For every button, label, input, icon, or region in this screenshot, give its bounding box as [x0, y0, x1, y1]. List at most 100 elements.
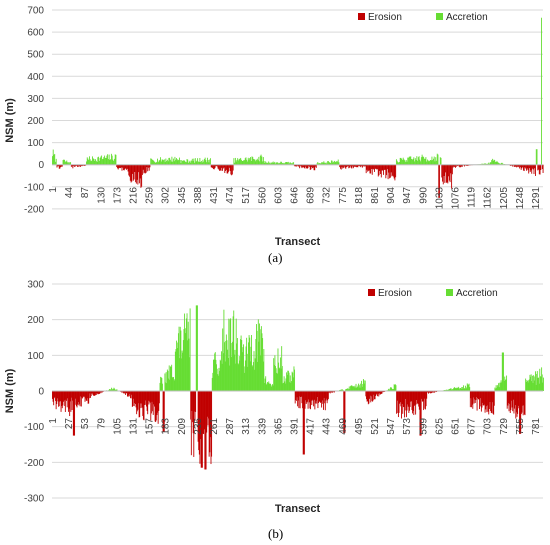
erosion-bar — [511, 391, 513, 408]
erosion-bar — [135, 164, 137, 183]
erosion-bar — [67, 391, 69, 412]
erosion-bar — [129, 164, 131, 181]
accretion-bar — [530, 376, 531, 391]
erosion-bar — [405, 391, 407, 399]
accretion-bar — [394, 384, 396, 391]
accretion-bar — [195, 305, 197, 391]
accretion-bar — [535, 371, 536, 391]
erosion-bar — [474, 391, 476, 400]
erosion-bar — [402, 391, 404, 414]
erosion-bar — [63, 391, 65, 401]
y-tick-label: -300 — [24, 494, 44, 505]
x-tick-label: 547 — [386, 418, 397, 435]
accretion-bar — [223, 309, 225, 391]
accretion-bar — [500, 163, 502, 165]
accretion-bar — [466, 383, 468, 391]
accretion-bar — [161, 159, 163, 165]
accretion-bar — [271, 386, 273, 391]
accretion-bar — [267, 382, 268, 391]
erosion-bar — [490, 391, 492, 413]
accretion-bar — [531, 375, 533, 391]
erosion-bar — [425, 391, 426, 410]
accretion-bar — [67, 162, 69, 165]
accretion-bar — [445, 389, 447, 391]
accretion-bar — [338, 162, 340, 165]
erosion-bar — [137, 391, 139, 410]
erosion-bar — [386, 164, 388, 170]
erosion-bar — [79, 164, 81, 167]
accretion-bar — [283, 163, 285, 165]
erosion-bar — [452, 164, 454, 168]
accretion-bar — [150, 158, 152, 165]
accretion-bar — [388, 389, 390, 391]
erosion-bar — [200, 391, 201, 440]
accretion-bar — [189, 308, 191, 391]
erosion-bar — [300, 391, 302, 397]
erosion-bar — [86, 391, 88, 401]
accretion-bar — [240, 157, 242, 165]
accretion-bar — [500, 380, 502, 391]
erosion-bar — [82, 164, 84, 166]
caption-b: (b) — [268, 526, 284, 541]
erosion-bar — [295, 391, 297, 401]
erosion-bar — [367, 164, 369, 171]
erosion-bar — [128, 164, 130, 176]
accretion-bar — [426, 159, 428, 165]
erosion-bar — [147, 164, 149, 172]
erosion-bar — [71, 391, 73, 411]
accretion-bar — [330, 162, 332, 165]
accretion-bar — [414, 161, 416, 165]
erosion-bar — [398, 391, 400, 413]
erosion-bar — [90, 391, 92, 397]
accretion-bar — [490, 162, 492, 165]
erosion-bar — [53, 391, 55, 406]
accretion-bar — [90, 161, 92, 165]
erosion-bar — [83, 391, 85, 397]
accretion-bar — [154, 162, 156, 165]
accretion-bar — [165, 372, 167, 391]
erosion-bar — [397, 391, 399, 413]
erosion-bar — [134, 164, 136, 172]
accretion-bar — [270, 162, 272, 165]
accretion-bar — [348, 389, 350, 391]
accretion-bar — [245, 346, 247, 391]
accretion-bar — [262, 338, 264, 391]
erosion-bar — [76, 164, 78, 166]
erosion-bar — [447, 164, 449, 184]
accretion-bar — [252, 362, 254, 391]
erosion-bar — [133, 391, 135, 399]
accretion-bar — [415, 159, 417, 165]
accretion-bar — [116, 389, 118, 391]
accretion-bar — [111, 389, 113, 391]
erosion-bar — [528, 164, 530, 174]
accretion-bar — [393, 384, 395, 391]
erosion-bar — [71, 391, 72, 398]
erosion-bar — [142, 164, 144, 170]
erosion-bar — [295, 164, 297, 167]
erosion-bar — [141, 164, 143, 187]
legend-swatch — [368, 289, 375, 296]
erosion-bar — [362, 164, 364, 167]
accretion-bar — [280, 368, 282, 391]
accretion-bar — [168, 378, 170, 391]
accretion-bar — [191, 158, 193, 165]
erosion-bar — [419, 391, 421, 436]
legend-label: Erosion — [378, 288, 412, 299]
accretion-bar — [355, 383, 357, 391]
legend-label: Accretion — [446, 12, 488, 23]
accretion-bar — [498, 163, 500, 165]
erosion-bar — [308, 164, 310, 167]
erosion-bar — [205, 391, 207, 470]
erosion-bar — [201, 391, 203, 468]
erosion-bar — [219, 164, 221, 171]
accretion-bar — [191, 160, 192, 165]
erosion-bar — [384, 164, 386, 170]
erosion-bar — [300, 391, 302, 397]
accretion-bar — [259, 161, 261, 165]
erosion-bar — [219, 164, 220, 171]
erosion-bar — [472, 391, 474, 398]
erosion-bar — [95, 391, 96, 396]
erosion-bar — [95, 391, 97, 394]
erosion-bar — [453, 164, 455, 167]
erosion-bar — [370, 164, 372, 174]
